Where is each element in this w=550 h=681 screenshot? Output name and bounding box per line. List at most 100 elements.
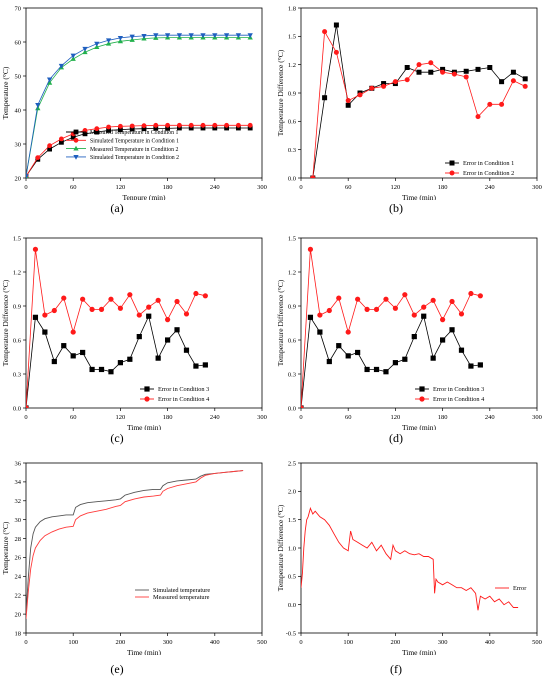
data-point — [117, 36, 124, 41]
data-point — [411, 334, 417, 340]
data-point — [355, 349, 361, 356]
data-point — [35, 102, 41, 108]
y-tick-label: 0.0 — [288, 405, 296, 412]
data-point — [35, 155, 41, 161]
chart-d: 0 60 120 180 240 300 0.0 0.3 0.6 0.9 1.2 1.5 Time (m… — [276, 235, 542, 430]
data-point — [458, 311, 465, 317]
chart-f: 0 100 200 300 400 500 -0.5 0.0 0.5 1.0 1.5 2.0 2.5 Ti… — [276, 460, 542, 655]
data-point — [477, 362, 483, 368]
data-point — [94, 126, 100, 132]
x-tick-label: 500 — [532, 639, 542, 646]
data-point — [440, 69, 446, 75]
data-point — [336, 343, 342, 349]
data-point — [381, 83, 387, 89]
chart-a: 0 60 120 180 240 300 20 30 40 50 60 70 Tenpure (min)… — [1, 5, 267, 200]
y-tick-label: 0.3 — [288, 371, 296, 378]
data-point — [70, 56, 76, 61]
legend-entry: Simulated Temperature in Condition 2 — [90, 155, 179, 161]
data-point — [202, 293, 208, 299]
y-tick-label: 70 — [15, 5, 22, 12]
legend-entry: Error — [513, 585, 527, 592]
x-tick-label: 300 — [163, 639, 173, 646]
data-point — [51, 358, 57, 365]
data-point — [70, 353, 76, 359]
data-point — [98, 366, 105, 373]
data-point — [59, 136, 64, 142]
caption-d: (d) — [389, 431, 403, 445]
data-point — [129, 123, 135, 129]
x-tick-label: 60 — [345, 414, 352, 421]
legend-entry: Error in Condition 4 — [433, 396, 485, 403]
legend-marker — [449, 160, 455, 166]
data-point — [129, 34, 135, 40]
data-point — [42, 329, 48, 335]
x-tick-label: 0 — [299, 414, 302, 421]
x-tick-label: 0 — [24, 414, 27, 421]
chart-e: 0 100 200 300 400 500 18 20 22 24 26 28 30 32 34 36 Time… — [1, 460, 267, 655]
data-point — [32, 246, 39, 252]
series-line-2 — [26, 470, 244, 619]
legend-entry: Measured Temperature in Condition 1 — [90, 130, 178, 136]
caption-c: (c) — [110, 431, 124, 445]
data-point — [336, 295, 342, 301]
data-point — [117, 360, 123, 366]
data-point — [177, 122, 182, 128]
data-point — [236, 122, 241, 128]
data-point — [477, 293, 483, 299]
y-tick-label: 1.2 — [13, 269, 21, 276]
series-line-1 — [26, 470, 244, 615]
data-point — [200, 33, 206, 39]
plot-frame — [25, 237, 263, 409]
data-point — [165, 337, 171, 343]
data-point — [35, 105, 41, 111]
y-tick-label: 0.6 — [288, 337, 297, 344]
data-point — [468, 363, 474, 369]
legend-entry: Error in Condition 3 — [158, 386, 209, 393]
data-point — [364, 366, 370, 373]
y-tick-label: 2.5 — [288, 460, 296, 467]
series-group — [301, 506, 519, 611]
x-axis-label: Time (min) — [402, 193, 437, 200]
data-point — [373, 366, 380, 373]
data-point — [381, 81, 387, 87]
data-point — [202, 362, 208, 368]
data-point — [430, 355, 436, 361]
data-point — [392, 79, 398, 85]
caption-b: (b) — [389, 201, 403, 215]
data-point — [200, 125, 206, 131]
data-point — [141, 33, 147, 39]
legend-entry: Error in Condition 4 — [158, 396, 210, 403]
plot-frame — [25, 7, 263, 179]
data-point — [310, 175, 316, 178]
data-point — [118, 123, 123, 129]
data-point — [383, 369, 389, 375]
y-axis-label: Temperature Difference (°C) — [276, 49, 285, 136]
series-group — [310, 22, 528, 178]
y-tick-label: 0.6 — [288, 119, 297, 126]
data-point — [428, 69, 434, 75]
data-point — [164, 33, 171, 39]
x-tick-label: 120 — [391, 184, 401, 191]
data-point — [146, 313, 152, 319]
y-tick-label: 1.8 — [288, 5, 296, 12]
data-point — [322, 29, 328, 35]
data-point — [451, 71, 457, 77]
data-point — [129, 37, 135, 42]
data-point — [188, 125, 194, 131]
legend-marker — [144, 386, 150, 392]
data-point — [317, 312, 323, 318]
y-tick-label: 1.5 — [288, 34, 296, 41]
data-point — [416, 62, 422, 68]
data-point — [333, 22, 339, 28]
data-point — [236, 125, 241, 131]
series-line-3 — [26, 37, 251, 177]
data-point — [70, 134, 76, 140]
data-point — [345, 353, 351, 359]
data-point — [392, 305, 398, 311]
data-point — [94, 41, 100, 47]
data-point — [440, 66, 446, 72]
data-point — [155, 297, 161, 303]
y-tick-label: 0.3 — [288, 147, 296, 154]
data-point — [499, 79, 505, 85]
data-point — [357, 92, 363, 98]
